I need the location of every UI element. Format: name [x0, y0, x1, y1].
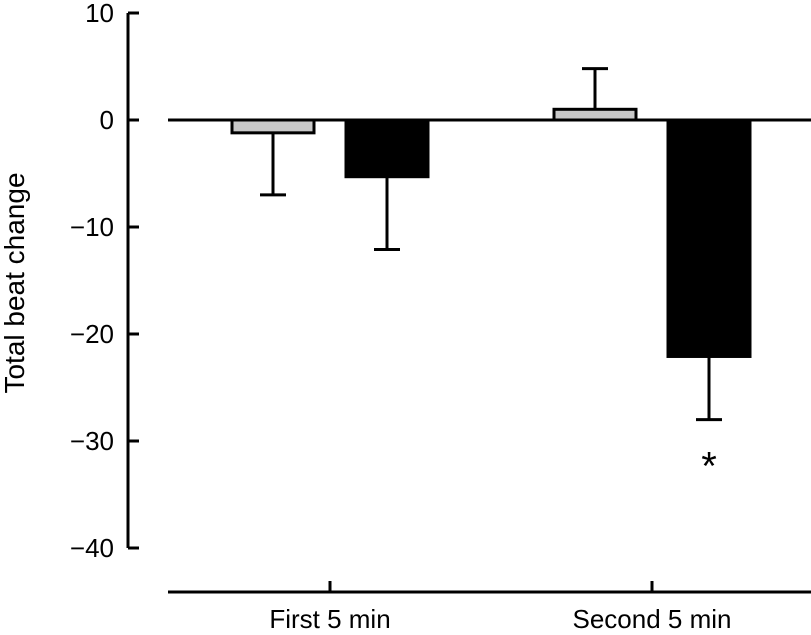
bar: [344, 118, 430, 179]
bar: [230, 118, 316, 135]
x-tick-label: First 5 min: [269, 604, 390, 634]
y-tick-label: −20: [70, 319, 114, 349]
annotations: *: [701, 445, 717, 489]
y-tick-label: 0: [100, 105, 114, 135]
y-tick-label: −40: [70, 533, 114, 563]
bars: [230, 67, 752, 422]
significance-marker: *: [701, 445, 717, 489]
x-tick-label: Second 5 min: [573, 604, 732, 634]
y-tick-label: 10: [85, 0, 114, 28]
y-tick-label: −10: [70, 212, 114, 242]
bar: [552, 107, 638, 122]
x-axis: First 5 min Second 5 min: [168, 581, 811, 634]
bar: [666, 118, 752, 358]
y-tick-label: −30: [70, 426, 114, 456]
y-axis-title: Total beat change: [0, 172, 30, 393]
